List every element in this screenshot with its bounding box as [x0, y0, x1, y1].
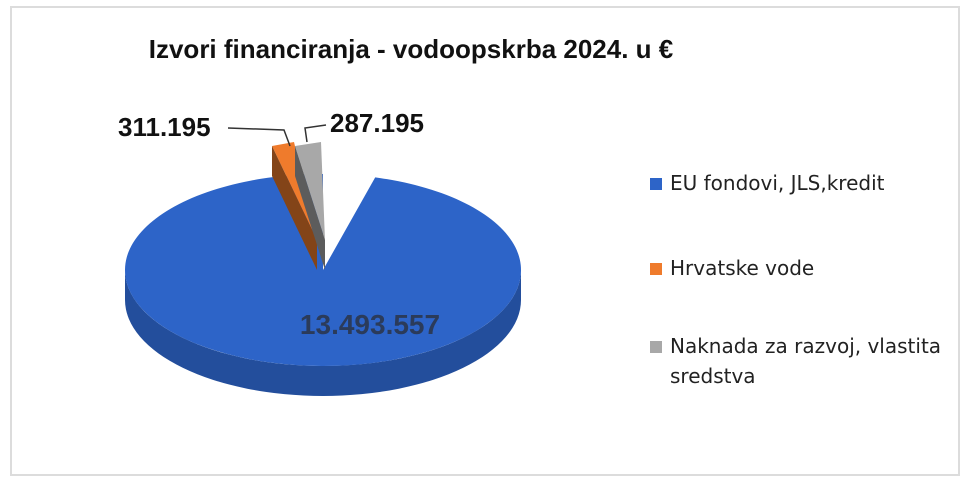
leader-line-hrvatske-vode	[227, 127, 291, 147]
legend-label: Naknada za razvoj, vlastita sredstva	[670, 334, 942, 388]
data-label-naknada: 287.195	[330, 108, 424, 138]
legend-swatch	[650, 178, 662, 190]
chart-legend: EU fondovi, JLS,kredit Hrvatske vode Nak…	[650, 168, 950, 391]
pie-slice-eu-fondovi	[125, 174, 522, 366]
pie-slice-side-hrvatske-vode	[272, 146, 317, 270]
pie-slice-side-naknada	[295, 146, 325, 270]
legend-item-eu-fondovi: EU fondovi, JLS,kredit	[650, 168, 950, 198]
legend-label: EU fondovi, JLS,kredit	[670, 171, 885, 195]
legend-label: Hrvatske vode	[670, 256, 815, 280]
pie-slice-naknada	[295, 142, 325, 240]
legend-item-hrvatske-vode: Hrvatske vode	[650, 253, 950, 283]
pie-slice-hrvatske-vode	[272, 142, 317, 240]
pie-slice-side-eu-fondovi	[125, 270, 521, 396]
data-label-hrvatske-vode: 311.195	[118, 112, 211, 142]
legend-item-naknada: Naknada za razvoj, vlastita sredstva	[650, 331, 950, 391]
leader-line-naknada	[304, 124, 327, 143]
legend-swatch	[650, 341, 662, 353]
data-label-eu-fondovi: 13.493.557	[300, 309, 440, 340]
chart-title: Izvori financiranja - vodoopskrba 2024. …	[148, 34, 674, 64]
legend-swatch	[650, 263, 662, 275]
